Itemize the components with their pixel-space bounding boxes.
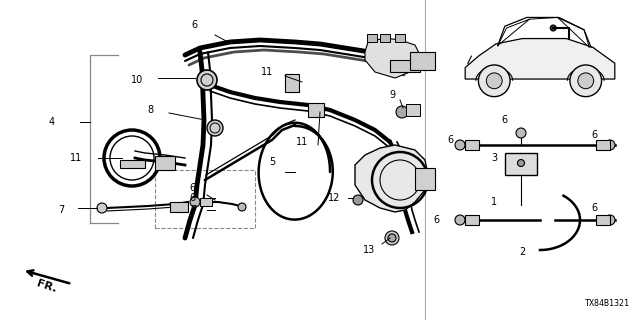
Text: TX84B1321: TX84B1321 [585,299,630,308]
Text: 10: 10 [131,75,143,85]
Circle shape [516,128,526,138]
Circle shape [550,25,556,31]
Bar [155,156,175,170]
Text: 6: 6 [190,183,196,193]
Circle shape [190,197,200,207]
Circle shape [197,70,217,90]
Bar [596,140,610,150]
Text: 7: 7 [189,205,196,215]
Circle shape [605,140,615,150]
Text: 6: 6 [192,20,198,30]
Circle shape [353,195,363,205]
Circle shape [455,215,465,225]
Text: 6: 6 [501,115,507,125]
Polygon shape [410,52,435,70]
Polygon shape [465,38,615,79]
Text: 9: 9 [389,90,395,100]
Text: 13: 13 [363,245,375,255]
Text: 8: 8 [148,105,154,115]
Text: 3: 3 [491,153,497,163]
Circle shape [207,120,223,136]
Bar [505,153,537,175]
Text: 6: 6 [447,135,453,145]
Bar [120,160,145,168]
Circle shape [605,215,615,225]
Text: 12: 12 [328,193,340,203]
Bar [406,104,420,116]
Bar [308,103,324,117]
Circle shape [388,234,396,242]
Bar [155,170,255,228]
Text: 11: 11 [260,67,273,77]
Circle shape [396,106,408,118]
Bar [200,198,212,206]
Text: 6: 6 [190,193,196,203]
Polygon shape [355,145,428,212]
Bar [170,202,188,212]
Circle shape [486,73,502,89]
Bar [465,215,479,225]
Circle shape [97,203,107,213]
Text: 1: 1 [491,197,497,207]
Circle shape [238,203,246,211]
Bar [395,34,405,42]
Text: 6: 6 [591,203,597,213]
Circle shape [570,65,602,97]
Bar [596,215,610,225]
Bar [367,34,377,42]
Bar [380,34,390,42]
Text: 2: 2 [520,247,526,257]
Polygon shape [365,38,420,78]
Polygon shape [390,60,420,72]
Circle shape [578,73,594,89]
Text: 6: 6 [591,130,597,140]
Text: 11: 11 [70,153,82,163]
Text: 6: 6 [434,215,440,225]
Bar [465,140,479,150]
Text: 7: 7 [58,205,64,215]
Circle shape [518,159,525,166]
Text: 4: 4 [49,117,55,127]
Bar [285,74,299,92]
Text: 5: 5 [269,157,275,167]
Bar [415,168,435,190]
Text: 11: 11 [296,137,308,147]
Circle shape [455,140,465,150]
Circle shape [479,65,510,97]
Text: FR.: FR. [35,278,58,294]
Circle shape [385,231,399,245]
